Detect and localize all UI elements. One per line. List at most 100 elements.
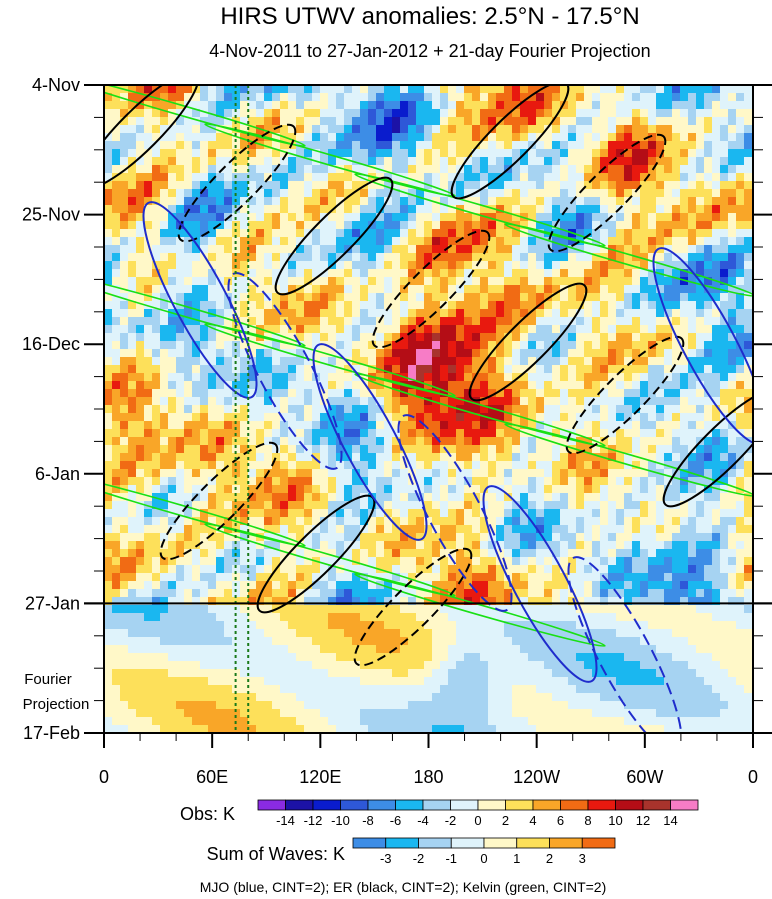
colorbar-label: -14 <box>276 813 295 828</box>
colorbar-label: 2 <box>502 813 509 828</box>
er-contour <box>565 335 685 455</box>
colorbar-swatch <box>483 837 518 849</box>
y-tick-label: 6-Jan <box>35 464 80 484</box>
mjo-contour <box>227 272 343 470</box>
colorbar-swatch <box>516 837 550 849</box>
y-tick-label: 16-Dec <box>22 334 80 354</box>
colorbar-swatch <box>395 799 424 811</box>
kelvin-contour <box>354 373 606 447</box>
mjo-contour <box>482 485 598 683</box>
colorbar-swatch <box>312 799 341 811</box>
colorbar-label: 0 <box>474 813 481 828</box>
colorbar-swatch <box>505 799 534 811</box>
mjo-contour <box>312 343 428 541</box>
er-contour <box>177 123 297 243</box>
kelvin-contour <box>354 573 606 647</box>
colorbar-swatch <box>532 799 561 811</box>
axes: 4-Nov 25-Nov 16-Dec 6-Jan 27-Jan 17-Feb 0 60E 12… <box>22 75 772 787</box>
waves-colorbar: -3 -2 -1 0 1 2 3 <box>352 837 616 866</box>
kelvin-contour <box>354 173 606 247</box>
mjo-contour <box>397 414 513 612</box>
colorbar-label: -12 <box>304 813 323 828</box>
colorbar-swatch <box>642 799 671 811</box>
x-tick-label: 120W <box>513 767 560 787</box>
er-contour <box>450 85 570 200</box>
colorbar-swatch <box>367 799 396 811</box>
kelvin-contour <box>204 523 456 597</box>
obs-colorbar-label: Obs: K <box>180 804 235 824</box>
colorbar-swatch <box>587 799 616 811</box>
colorbar-swatch <box>477 799 506 811</box>
y-tick-label: 4-Nov <box>32 75 80 95</box>
colorbar-label: 3 <box>579 851 586 866</box>
colorbar-label: -10 <box>331 813 350 828</box>
colorbar-swatch <box>549 837 583 849</box>
mjo-contour <box>142 201 258 399</box>
projection-label-line1: Fourier <box>24 671 72 688</box>
colorbar-swatch <box>257 799 286 811</box>
colorbar-swatch <box>450 799 479 811</box>
wave-contours <box>104 85 753 733</box>
chart-title: HIRS UTWV anomalies: 2.5°N - 17.5°N <box>220 3 639 30</box>
chart-subtitle: 4-Nov-2011 to 27-Jan-2012 + 21-day Fouri… <box>209 41 650 61</box>
x-tick-label: 60E <box>196 767 228 787</box>
colorbar-swatch <box>581 837 616 849</box>
er-contour <box>159 441 279 561</box>
kelvin-contour <box>104 473 306 547</box>
kelvin-contour <box>504 423 753 497</box>
colorbar-label: 10 <box>608 813 622 828</box>
colorbar-label: -1 <box>445 851 457 866</box>
colorbar-swatch <box>560 799 589 811</box>
colorbar-swatch <box>340 799 369 811</box>
colorbar-swatch <box>352 837 387 849</box>
y-tick-label: 17-Feb <box>23 723 80 743</box>
x-tick-label: 180 <box>413 767 443 787</box>
mjo-contour <box>567 556 683 733</box>
colorbar-label: 4 <box>529 813 536 828</box>
colorbar-label: 12 <box>636 813 650 828</box>
colorbar-swatch <box>422 799 451 811</box>
kelvin-contour <box>104 85 306 147</box>
colorbar-swatch <box>615 799 644 811</box>
colorbar-swatch <box>385 837 419 849</box>
x-tick-label: 0 <box>748 767 758 787</box>
er-contour <box>662 388 753 508</box>
er-contour <box>274 176 394 296</box>
colorbar-label: -2 <box>413 851 425 866</box>
x-tick-label: 60W <box>626 767 663 787</box>
er-contour <box>547 133 667 253</box>
colorbar-label: 8 <box>584 813 591 828</box>
plot-area <box>104 85 753 733</box>
x-tick-label: 120E <box>299 767 341 787</box>
colorbar-label: -8 <box>362 813 374 828</box>
footer-note: MJO (blue, CINT=2); ER (black, CINT=2); … <box>200 879 607 895</box>
kelvin-contour <box>204 323 456 397</box>
colorbar-label: 0 <box>480 851 487 866</box>
y-tick-label: 27-Jan <box>25 593 80 613</box>
waves-colorbar-label: Sum of Waves: K <box>207 844 345 864</box>
er-contour <box>371 229 491 349</box>
colorbar-label: -3 <box>380 851 392 866</box>
colorbar-swatch <box>450 837 485 849</box>
obs-colorbar: -14 -12 -10 -8 -6 -4 -2 0 2 4 6 8 10 12 14 <box>257 799 699 828</box>
colorbar-label: -4 <box>417 813 429 828</box>
y-tick-label: 25-Nov <box>22 205 80 225</box>
colorbar-swatch <box>418 837 452 849</box>
kelvin-contour <box>204 123 456 197</box>
er-contour <box>104 85 200 190</box>
anomaly-heatmap <box>104 85 753 733</box>
er-contour <box>353 547 473 667</box>
colorbar-label: -6 <box>390 813 402 828</box>
mjo-contour <box>652 247 753 445</box>
x-tick-label: 0 <box>99 767 109 787</box>
colorbar-swatch <box>285 799 314 811</box>
projection-label-line2: Projection <box>23 696 90 713</box>
colorbar-label: 1 <box>513 851 520 866</box>
kelvin-contour <box>504 223 753 297</box>
er-contour <box>468 282 588 402</box>
colorbar-label: 14 <box>663 813 677 828</box>
colorbar-label: 6 <box>557 813 564 828</box>
colorbar-label: -2 <box>445 813 457 828</box>
colorbar-label: 2 <box>546 851 553 866</box>
